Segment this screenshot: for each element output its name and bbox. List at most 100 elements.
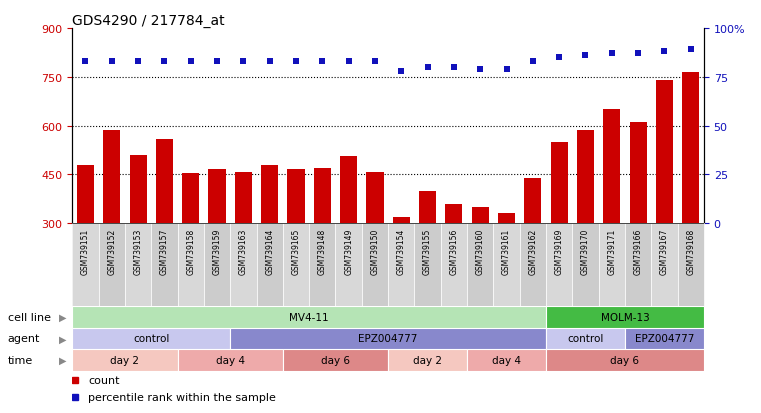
Point [369,59,381,65]
Bar [72,306,546,328]
Bar [467,349,546,370]
Bar [177,349,283,370]
Text: GSM739153: GSM739153 [134,228,142,274]
Text: GSM739165: GSM739165 [291,228,301,274]
Bar [103,131,120,224]
Text: MV4-11: MV4-11 [289,312,329,322]
Bar [682,73,699,224]
FancyBboxPatch shape [572,224,599,306]
Text: GSM739170: GSM739170 [581,228,590,274]
Text: ▶: ▶ [59,334,67,344]
Point [553,55,565,62]
Bar [366,172,384,224]
Text: GSM739157: GSM739157 [160,228,169,274]
Point [185,59,197,65]
Point [685,47,697,54]
Text: GSM739158: GSM739158 [186,228,196,274]
Point [632,51,645,57]
FancyBboxPatch shape [625,224,651,306]
Text: GSM739169: GSM739169 [555,228,564,274]
Text: count: count [88,375,119,385]
FancyBboxPatch shape [493,224,520,306]
Bar [72,328,231,349]
FancyBboxPatch shape [99,224,125,306]
Bar [603,110,620,224]
Bar [231,328,546,349]
Point [79,59,91,65]
FancyBboxPatch shape [467,224,493,306]
FancyBboxPatch shape [546,224,572,306]
FancyBboxPatch shape [204,224,231,306]
Text: GSM739148: GSM739148 [318,228,326,274]
Bar [393,218,410,224]
Text: GSM739168: GSM739168 [686,228,696,274]
FancyBboxPatch shape [309,224,336,306]
Point [579,53,591,59]
Text: GSM739161: GSM739161 [502,228,511,274]
FancyBboxPatch shape [520,224,546,306]
Bar [340,157,357,224]
Bar [288,169,304,224]
Text: GSM739159: GSM739159 [212,228,221,274]
Text: control: control [567,334,603,344]
Text: GSM739149: GSM739149 [344,228,353,274]
Point [211,59,223,65]
Text: day 4: day 4 [215,355,245,365]
Bar [129,155,147,224]
Bar [182,173,199,224]
FancyBboxPatch shape [283,224,309,306]
Bar [209,169,225,224]
Bar [419,191,436,224]
Text: GSM739167: GSM739167 [660,228,669,274]
Bar [524,178,541,224]
Text: day 2: day 2 [110,355,139,365]
Point [132,59,144,65]
FancyBboxPatch shape [177,224,204,306]
Bar [498,214,515,224]
Bar [77,165,94,224]
Bar [445,204,463,224]
FancyBboxPatch shape [441,224,467,306]
Bar [235,172,252,224]
Text: GSM739155: GSM739155 [423,228,432,274]
Point [290,59,302,65]
Text: ▶: ▶ [59,355,67,365]
Point [158,59,170,65]
FancyBboxPatch shape [256,224,283,306]
Point [658,49,670,56]
Point [474,66,486,73]
Text: control: control [133,334,170,344]
Bar [72,349,177,370]
Point [606,51,618,57]
FancyBboxPatch shape [677,224,704,306]
Point [342,59,355,65]
Text: GSM739164: GSM739164 [265,228,274,274]
Text: GSM739152: GSM739152 [107,228,116,274]
Text: EPZ004777: EPZ004777 [635,334,694,344]
Point [422,64,434,71]
FancyBboxPatch shape [599,224,625,306]
Text: ▶: ▶ [59,312,67,322]
Text: day 6: day 6 [610,355,639,365]
FancyBboxPatch shape [151,224,177,306]
Text: day 6: day 6 [321,355,350,365]
Bar [472,207,489,224]
Text: EPZ004777: EPZ004777 [358,334,418,344]
Text: agent: agent [8,334,40,344]
Text: MOLM-13: MOLM-13 [600,312,649,322]
Point [527,59,539,65]
Point [501,66,513,73]
FancyBboxPatch shape [231,224,256,306]
Bar [314,169,331,224]
Text: day 2: day 2 [413,355,442,365]
Bar [546,306,704,328]
Bar [283,349,388,370]
FancyBboxPatch shape [651,224,677,306]
Text: GSM739166: GSM739166 [634,228,642,274]
Text: GDS4290 / 217784_at: GDS4290 / 217784_at [72,14,225,28]
Text: GSM739160: GSM739160 [476,228,485,274]
Text: day 4: day 4 [492,355,521,365]
FancyBboxPatch shape [336,224,361,306]
Bar [551,143,568,224]
Bar [629,123,647,224]
